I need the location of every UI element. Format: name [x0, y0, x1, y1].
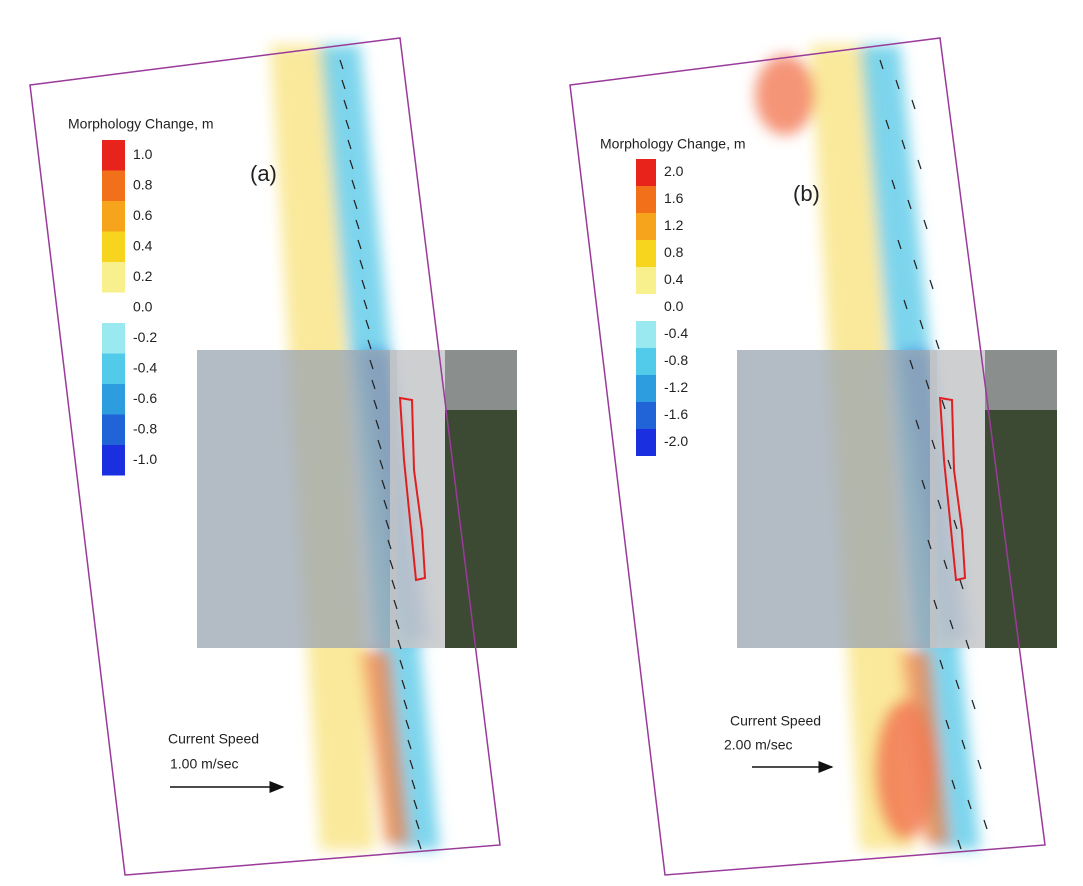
legend-tick: 1.2 [664, 217, 684, 233]
panel: Morphology Change, m 1.0 0.8 0.6 0.4 0.2 0.0 -0… [30, 38, 517, 875]
panel-label: (a) [250, 161, 277, 186]
legend-tick: -1.0 [133, 451, 157, 467]
legend-tick: 0.6 [133, 207, 153, 223]
legend-swatch [636, 294, 656, 321]
figure: Morphology Change, m 1.0 0.8 0.6 0.4 0.2 0.0 -0… [0, 0, 1083, 881]
aerial-sea [197, 350, 397, 648]
legend-tick: 0.2 [133, 268, 153, 284]
legend-swatch [102, 445, 125, 476]
legend-swatch [636, 267, 656, 294]
legend-swatch [636, 159, 656, 186]
aerial-town [445, 350, 517, 410]
legend-tick: -2.0 [664, 433, 688, 449]
legend-tick: 0.4 [133, 237, 153, 253]
legend-swatch [636, 429, 656, 456]
legend-swatch [102, 171, 125, 202]
legend-swatch [102, 384, 125, 415]
legend-tick: -1.6 [664, 406, 688, 422]
panel-label: (b) [793, 181, 820, 206]
legend-swatch [636, 375, 656, 402]
legend-swatch [102, 140, 125, 171]
legend-swatch [102, 262, 125, 293]
legend-tick: -0.8 [664, 352, 688, 368]
legend-swatch [102, 415, 125, 446]
legend-tick: -0.2 [133, 329, 157, 345]
legend-tick: 0.4 [664, 271, 684, 287]
current-vector [918, 160, 921, 169]
legend-swatch [636, 348, 656, 375]
legend-tick: -0.4 [133, 359, 157, 375]
legend-tick: 0.8 [133, 176, 153, 192]
current-vector [984, 820, 987, 829]
legend-tick: 1.6 [664, 190, 684, 206]
legend-swatch [102, 293, 125, 324]
legend-swatch [102, 354, 125, 385]
speed-value: 2.00 m/sec [724, 737, 792, 753]
current-vector [924, 220, 927, 229]
legend-swatch [636, 321, 656, 348]
legend-swatch [102, 323, 125, 354]
accretion-hot [875, 700, 935, 840]
legend-tick: 1.0 [133, 146, 153, 162]
panels: Morphology Change, m 1.0 0.8 0.6 0.4 0.2 0.0 -0… [30, 38, 1057, 875]
legend-tick: 2.0 [664, 163, 684, 179]
current-vector [936, 340, 939, 349]
legend-title: Morphology Change, m [68, 116, 214, 132]
legend-swatch [636, 186, 656, 213]
legend-tick: 0.0 [133, 298, 153, 314]
legend-tick: -0.6 [133, 390, 157, 406]
legend-swatch [636, 213, 656, 240]
legend-tick: 0.8 [664, 244, 684, 260]
legend-tick: -0.4 [664, 325, 688, 341]
current-vector [978, 760, 981, 769]
speed-title: Current Speed [730, 713, 821, 729]
speed-value: 1.00 m/sec [170, 756, 238, 772]
legend-tick: 0.0 [664, 298, 684, 314]
legend-swatch [102, 232, 125, 263]
legend-tick: -0.8 [133, 420, 157, 436]
legend-swatch [636, 240, 656, 267]
legend-swatch [102, 201, 125, 232]
legend-tick: -1.2 [664, 379, 688, 395]
current-vector [972, 700, 975, 709]
current-vector [930, 280, 933, 289]
legend-swatch [636, 402, 656, 429]
speed-title: Current Speed [168, 731, 259, 747]
aerial-sea [737, 350, 937, 648]
panel: Morphology Change, m 2.0 1.6 1.2 0.8 0.4 0.0 -0… [570, 38, 1057, 875]
aerial-town [985, 350, 1057, 410]
legend-title: Morphology Change, m [600, 136, 746, 152]
current-vector [912, 100, 915, 109]
accretion-hot [755, 55, 815, 135]
